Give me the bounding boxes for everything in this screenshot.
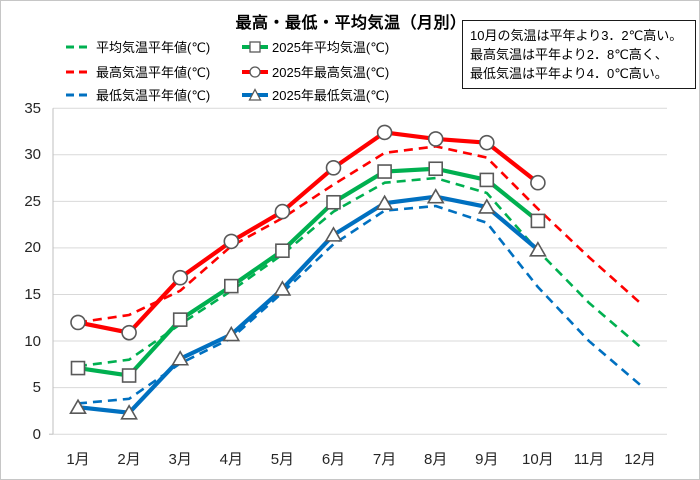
annotation-line: 最高気温は平年より2．8℃高く、 <box>470 47 668 62</box>
data-point-circle <box>478 134 495 151</box>
data-point-circle <box>376 124 393 141</box>
x-tick-label: 2月 <box>117 451 141 468</box>
y-tick-label: 35 <box>24 99 41 117</box>
data-point-triangle <box>171 350 190 366</box>
data-point-triangle <box>120 404 138 420</box>
legend-item: 最低気温平年値(℃) <box>65 86 210 103</box>
dashed-line-swatch-icon <box>66 93 92 96</box>
annotation-box: 10月の気温は平年より3．2℃高い。 最高気温は平年より2．8℃高く、 最低気温… <box>462 20 696 89</box>
series-line-2025-min <box>77 194 540 415</box>
data-point-square <box>428 161 444 177</box>
data-point-square <box>530 213 546 229</box>
y-tick-label: 20 <box>24 239 41 257</box>
legend-item: 2025年平均気温(℃) <box>241 38 389 55</box>
data-point-triangle <box>426 188 445 204</box>
legend-item: 最高気温平年値(℃) <box>65 63 210 80</box>
data-point-triangle <box>529 241 547 257</box>
data-point-circle <box>530 174 546 191</box>
data-point-triangle <box>69 398 87 414</box>
legend-item: 平均気温平年値(℃) <box>65 38 210 55</box>
dashed-line-swatch-icon <box>66 70 92 73</box>
triangle-marker-swatch-icon <box>242 87 268 101</box>
data-point-square <box>377 164 392 179</box>
legend-label: 2025年最高気温(℃) <box>272 65 390 80</box>
data-point-circle <box>121 324 137 341</box>
series-line-normal-min <box>77 204 641 405</box>
legend-label: 最低気温平年値(℃) <box>96 88 211 103</box>
series-line-normal-max <box>77 145 641 324</box>
square-marker-swatch-icon <box>242 40 268 53</box>
y-tick-label: 0 <box>32 425 41 443</box>
x-tick-label: 1月 <box>66 451 90 468</box>
x-tick-label: 11月 <box>573 451 605 468</box>
y-tick-label: 5 <box>32 379 41 397</box>
y-tick-label: 30 <box>24 146 41 164</box>
data-point-square <box>172 312 188 327</box>
series-line-normal-avg <box>77 176 641 368</box>
x-tick-label: 6月 <box>321 451 346 468</box>
data-point-circle <box>172 269 188 286</box>
x-tick-label: 7月 <box>372 451 397 468</box>
data-point-circle <box>70 314 86 331</box>
annotation-line: 10月の気温は平年より3．2℃高い。 <box>470 28 683 43</box>
data-point-square <box>224 278 239 294</box>
x-tick-label: 10月 <box>522 451 554 468</box>
y-tick-label: 25 <box>24 192 41 210</box>
data-point-square <box>479 172 495 188</box>
x-tick-label: 12月 <box>624 451 656 468</box>
series-line-2025-max <box>77 130 540 335</box>
x-tick-label: 5月 <box>270 451 295 468</box>
data-point-triangle <box>477 198 496 214</box>
data-point-circle <box>325 160 342 176</box>
x-tick-label: 4月 <box>219 451 243 468</box>
y-tick-label: 10 <box>24 332 41 350</box>
data-point-circle <box>223 233 240 250</box>
series-line-2025-avg <box>77 166 540 378</box>
data-point-triangle <box>273 280 292 296</box>
x-tick-label: 8月 <box>424 451 448 468</box>
legend-label: 最高気温平年値(℃) <box>96 65 211 80</box>
y-tick-label: 15 <box>24 285 41 303</box>
legend-item: 2025年最低気温(℃) <box>241 86 389 103</box>
data-point-circle <box>274 203 291 220</box>
data-point-square <box>275 243 290 259</box>
data-point-triangle <box>375 194 394 211</box>
data-point-triangle <box>324 226 343 242</box>
data-point-square <box>326 194 341 210</box>
x-tick-label: 3月 <box>168 451 192 468</box>
legend-item: 2025年最高気温(℃) <box>241 63 389 80</box>
x-tick-label: 9月 <box>475 451 499 468</box>
annotation-line: 最低気温は平年より4．0℃高い。 <box>470 66 668 81</box>
data-point-square <box>121 368 137 383</box>
legend-label: 平均気温平年値(℃) <box>96 40 211 55</box>
data-point-triangle <box>222 325 241 342</box>
data-point-circle <box>427 131 444 147</box>
dashed-line-swatch-icon <box>66 45 92 48</box>
chart-title: 最高・最低・平均気温（月別） <box>235 15 467 32</box>
circle-marker-swatch-icon <box>242 65 268 78</box>
legend-label: 2025年平均気温(℃) <box>272 40 390 55</box>
data-point-square <box>70 360 86 376</box>
legend-label: 2025年最低気温(℃) <box>272 88 390 103</box>
